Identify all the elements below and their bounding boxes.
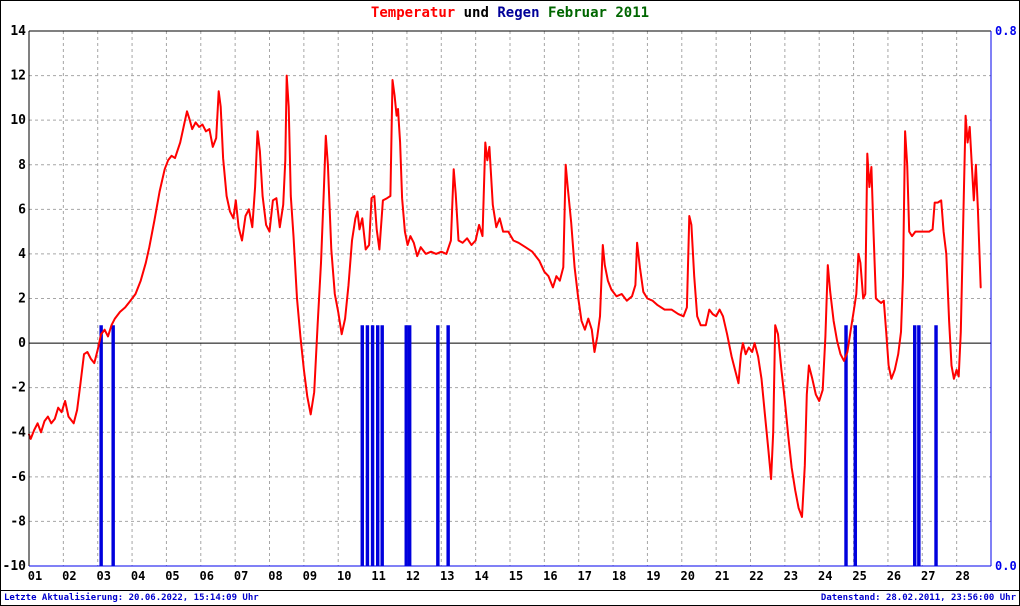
rain-bar	[404, 325, 408, 566]
y-left-tick-label: -8	[10, 514, 26, 529]
x-tick-label: 14	[474, 569, 488, 583]
y-left-tick-label: 0	[18, 336, 26, 351]
y-left-tick-label: 14	[10, 24, 26, 39]
x-tick-label: 10	[337, 569, 351, 583]
x-tick-label: 12	[406, 569, 420, 583]
rain-bar	[99, 325, 103, 566]
y-right-tick-label: 0.0	[995, 559, 1017, 573]
title-und: und	[455, 5, 498, 21]
rain-bar	[844, 325, 848, 566]
y-left-tick-label: -10	[3, 559, 27, 574]
rain-bar	[370, 325, 375, 566]
x-tick-label: 25	[852, 569, 866, 583]
x-tick-label: 28	[955, 569, 969, 583]
y-left-tick-label: 12	[10, 69, 26, 84]
temperature-line	[28, 74, 982, 518]
x-tick-label: 23	[784, 569, 798, 583]
x-tick-label: 05	[165, 569, 179, 583]
rain-bar	[111, 325, 115, 566]
chart-title: Temperatur und Regen Februar 2011	[1, 5, 1019, 21]
x-tick-label: 26	[887, 569, 901, 583]
title-februar: Februar 2011	[539, 5, 650, 21]
y-right-tick-label: 0.8	[995, 24, 1017, 38]
footer-bar: Letzte Aktualisierung: 20.06.2022, 15:14…	[1, 590, 1019, 605]
rain-bar	[917, 325, 921, 566]
x-tick-label: 01	[28, 569, 42, 583]
rain-bar	[380, 325, 384, 566]
y-left-tick-label: 8	[18, 158, 26, 173]
x-tick-label: 08	[268, 569, 282, 583]
x-tick-label: 04	[131, 569, 145, 583]
x-tick-label: 03	[96, 569, 110, 583]
title-regen: Regen	[497, 5, 540, 21]
x-tick-label: 13	[440, 569, 454, 583]
x-tick-label: 09	[303, 569, 317, 583]
x-tick-label: 19	[646, 569, 660, 583]
rain-bar	[436, 325, 440, 566]
x-tick-label: 24	[818, 569, 832, 583]
y-left-tick-label: -4	[10, 425, 26, 440]
rain-bar	[446, 325, 450, 566]
x-tick-label: 20	[681, 569, 695, 583]
x-tick-label: 15	[509, 569, 523, 583]
x-tick-label: 18	[612, 569, 626, 583]
y-left-tick-label: -2	[10, 381, 26, 396]
y-left-tick-label: 10	[10, 113, 26, 128]
x-tick-label: 17	[577, 569, 591, 583]
x-tick-label: 06	[200, 569, 214, 583]
x-tick-label: 22	[749, 569, 763, 583]
title-temperatur: Temperatur	[370, 5, 456, 21]
x-tick-label: 07	[234, 569, 248, 583]
y-left-tick-label: 2	[18, 292, 26, 307]
x-tick-label: 16	[543, 569, 557, 583]
y-left-tick-label: -6	[10, 470, 26, 485]
x-tick-label: 27	[921, 569, 935, 583]
rain-bar	[407, 325, 412, 566]
rain-bar	[913, 325, 917, 566]
footer-last-update: Letzte Aktualisierung: 20.06.2022, 15:14…	[4, 593, 259, 603]
footer-data-state: Datenstand: 28.02.2011, 23:56:00 Uhr	[820, 593, 1016, 603]
rain-bar	[360, 325, 364, 566]
rain-bar	[365, 325, 370, 566]
x-tick-label: 21	[715, 569, 729, 583]
x-tick-label: 02	[62, 569, 76, 583]
rain-bar	[934, 325, 938, 566]
y-left-tick-label: 4	[18, 247, 26, 262]
y-left-tick-label: 6	[18, 202, 26, 217]
x-tick-label: 11	[371, 569, 385, 583]
rain-bar	[376, 325, 380, 566]
rain-bar	[853, 325, 858, 566]
